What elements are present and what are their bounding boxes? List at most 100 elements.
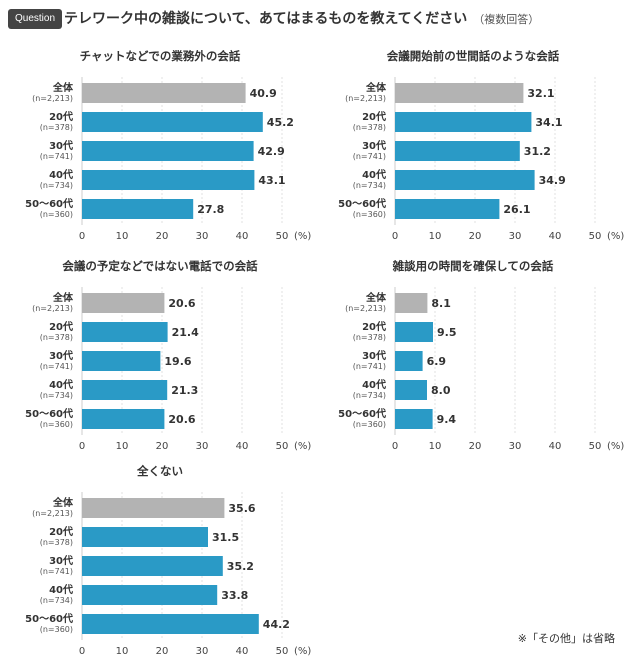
bar — [82, 293, 165, 313]
tick-label: 50 — [276, 441, 289, 452]
tick-label: 10 — [116, 441, 129, 452]
bar — [82, 380, 168, 400]
value-label: 45.2 — [267, 116, 294, 129]
value-label: 9.5 — [437, 326, 457, 339]
axis-unit: (%) — [607, 231, 624, 242]
category-sublabel: (n=734) — [40, 596, 73, 605]
tick-label: 30 — [196, 441, 209, 452]
category-sublabel: (n=741) — [40, 152, 73, 161]
category-sublabel: (n=741) — [40, 362, 73, 371]
chart-4: 雑談用の時間を確保しての会話 0 10 20 30 40 50 (%) 全体(n=2,213) 8… — [338, 259, 624, 452]
tick-label: 0 — [79, 646, 85, 657]
value-label: 20.6 — [168, 297, 195, 310]
value-label: 44.2 — [263, 618, 290, 631]
category-label: 全体 — [365, 291, 387, 304]
category-sublabel: (n=2,213) — [32, 94, 73, 103]
tick-label: 0 — [79, 441, 85, 452]
tick-label: 40 — [549, 231, 562, 242]
tick-label: 20 — [156, 231, 169, 242]
category-label: 30代 — [362, 139, 386, 152]
tick-label: 10 — [116, 231, 129, 242]
category-label: 全体 — [52, 81, 74, 94]
question-badge: Question — [8, 9, 63, 29]
category-sublabel: (n=741) — [353, 362, 386, 371]
category-sublabel: (n=741) — [40, 567, 73, 576]
bar — [395, 170, 535, 190]
tick-label: 20 — [156, 646, 169, 657]
value-label: 8.1 — [431, 297, 451, 310]
bar — [395, 409, 433, 429]
tick-label: 20 — [469, 231, 482, 242]
axis-unit: (%) — [294, 441, 311, 452]
value-label: 31.5 — [212, 531, 239, 544]
category-label: 50〜60代 — [338, 407, 386, 420]
category-label: 20代 — [362, 110, 386, 123]
bar — [82, 527, 208, 547]
category-label: 40代 — [49, 168, 73, 181]
value-label: 8.0 — [431, 384, 451, 397]
value-label: 35.6 — [228, 502, 255, 515]
value-label: 19.6 — [164, 355, 191, 368]
category-sublabel: (n=2,213) — [345, 94, 386, 103]
tick-label: 30 — [196, 646, 209, 657]
category-label: 全体 — [52, 291, 74, 304]
chart-3: 会議の予定などではない電話での会話 0 10 20 30 40 50 (%) 全体(n=2,21… — [25, 259, 311, 452]
tick-label: 50 — [276, 231, 289, 242]
tick-label: 50 — [589, 441, 602, 452]
category-sublabel: (n=378) — [353, 123, 386, 132]
category-label: 50〜60代 — [25, 407, 73, 420]
tick-label: 40 — [236, 231, 249, 242]
chart-1: チャットなどでの業務外の会話 0 10 20 30 40 50 (%) 全体(n=2,213) 4… — [25, 49, 311, 242]
value-label: 27.8 — [197, 203, 224, 216]
category-label: 30代 — [49, 139, 73, 152]
bar — [82, 498, 225, 518]
category-sublabel: (n=360) — [40, 210, 73, 219]
category-sublabel: (n=734) — [40, 181, 73, 190]
value-label: 21.3 — [171, 384, 198, 397]
bar — [82, 199, 194, 219]
category-label: 全体 — [365, 81, 387, 94]
category-sublabel: (n=2,213) — [345, 304, 386, 313]
tick-label: 30 — [509, 231, 522, 242]
value-label: 26.1 — [503, 203, 530, 216]
category-label: 30代 — [49, 554, 73, 567]
axis-unit: (%) — [607, 441, 624, 452]
category-label: 全体 — [52, 496, 74, 509]
category-label: 40代 — [362, 378, 386, 391]
chart-title: 雑談用の時間を確保しての会話 — [392, 259, 554, 273]
bar — [82, 112, 263, 132]
category-sublabel: (n=378) — [40, 333, 73, 342]
chart-title: 会議の予定などではない電話での会話 — [61, 259, 258, 273]
tick-label: 40 — [236, 646, 249, 657]
footnote: ※「その他」は省略 — [517, 632, 615, 645]
bar — [82, 556, 223, 576]
value-label: 20.6 — [168, 413, 195, 426]
value-label: 43.1 — [258, 174, 285, 187]
value-label: 31.2 — [524, 145, 551, 158]
tick-label: 50 — [276, 646, 289, 657]
chart-title: 全くない — [136, 464, 183, 478]
value-label: 6.9 — [427, 355, 447, 368]
bar — [82, 83, 246, 103]
question-title: テレワーク中の雑談について、あてはまるものを教えてください （複数回答） — [64, 11, 539, 28]
bar — [82, 141, 254, 161]
category-sublabel: (n=2,213) — [32, 509, 73, 518]
bar — [395, 293, 428, 313]
category-sublabel: (n=378) — [40, 123, 73, 132]
value-label: 40.9 — [250, 87, 277, 100]
category-label: 50〜60代 — [338, 197, 386, 210]
category-sublabel: (n=734) — [40, 391, 73, 400]
category-sublabel: (n=360) — [40, 625, 73, 634]
bar — [82, 585, 218, 605]
tick-label: 30 — [509, 441, 522, 452]
bar — [395, 112, 532, 132]
category-label: 20代 — [49, 320, 73, 333]
category-sublabel: (n=734) — [353, 181, 386, 190]
value-label: 32.1 — [527, 87, 554, 100]
value-label: 33.8 — [221, 589, 248, 602]
category-label: 20代 — [49, 525, 73, 538]
bar — [395, 380, 427, 400]
bar — [82, 409, 165, 429]
category-sublabel: (n=2,213) — [32, 304, 73, 313]
value-label: 9.4 — [437, 413, 457, 426]
